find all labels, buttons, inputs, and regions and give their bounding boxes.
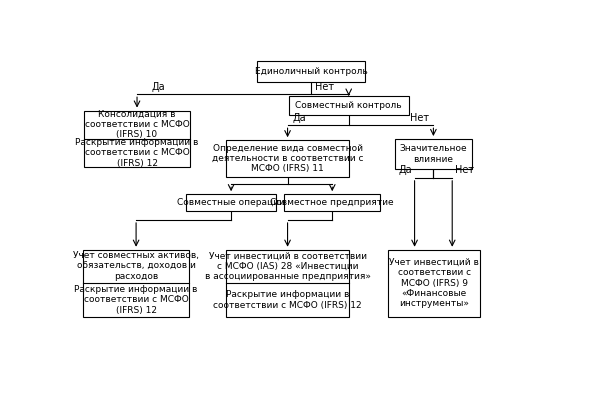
Bar	[284, 194, 381, 211]
Text: Совместный контроль: Совместный контроль	[296, 101, 402, 110]
Text: Учет совместных активов,
обязательств, доходов и
расходов: Учет совместных активов, обязательств, д…	[73, 252, 199, 281]
Text: Нет: Нет	[316, 82, 334, 92]
Text: Консолидация в
соответствии с МСФО
(IFRS) 10: Консолидация в соответствии с МСФО (IFRS…	[84, 110, 189, 139]
Bar	[226, 140, 349, 177]
Text: Да: Да	[151, 82, 164, 92]
Text: Нет: Нет	[455, 166, 473, 175]
Text: Совместное предприятие: Совместное предприятие	[271, 198, 394, 207]
Bar	[395, 139, 472, 169]
Bar	[84, 111, 190, 167]
Bar	[83, 250, 189, 316]
Text: Учет инвестиций в соответствии
с МСФО (IAS) 28 «Инвестиции
в ассоциированные пре: Учет инвестиций в соответствии с МСФО (I…	[205, 252, 370, 281]
Text: Единоличный контроль: Единоличный контроль	[255, 67, 367, 76]
Bar	[226, 250, 349, 316]
Text: Определение вида совместной
деятельности в соответствии с
МСФО (IFRS) 11: Определение вида совместной деятельности…	[212, 143, 364, 173]
Text: Да: Да	[399, 166, 412, 175]
Text: Учет инвестиций в
соответствии с
МСФО (IFRS) 9
«Финансовые
инструменты»: Учет инвестиций в соответствии с МСФО (I…	[390, 258, 480, 308]
Bar	[289, 96, 409, 115]
Text: Раскрытие информации в
соответствии с МСФО
(IFRS) 12: Раскрытие информации в соответствии с МС…	[75, 285, 198, 315]
Bar	[186, 194, 276, 211]
Bar	[257, 61, 365, 82]
Text: Совместные операции: Совместные операции	[177, 198, 285, 207]
Text: Раскрытие информации в
соответствии с МСФО (IFRS) 12: Раскрытие информации в соответствии с МС…	[213, 290, 362, 310]
Bar	[388, 250, 480, 316]
Text: Нет: Нет	[410, 113, 429, 123]
Text: Раскрытие информации в
соответствии с МСФО
(IFRS) 12: Раскрытие информации в соответствии с МС…	[75, 138, 198, 167]
Text: Да: Да	[293, 113, 306, 123]
Text: Значительное
влияние: Значительное влияние	[399, 144, 467, 164]
